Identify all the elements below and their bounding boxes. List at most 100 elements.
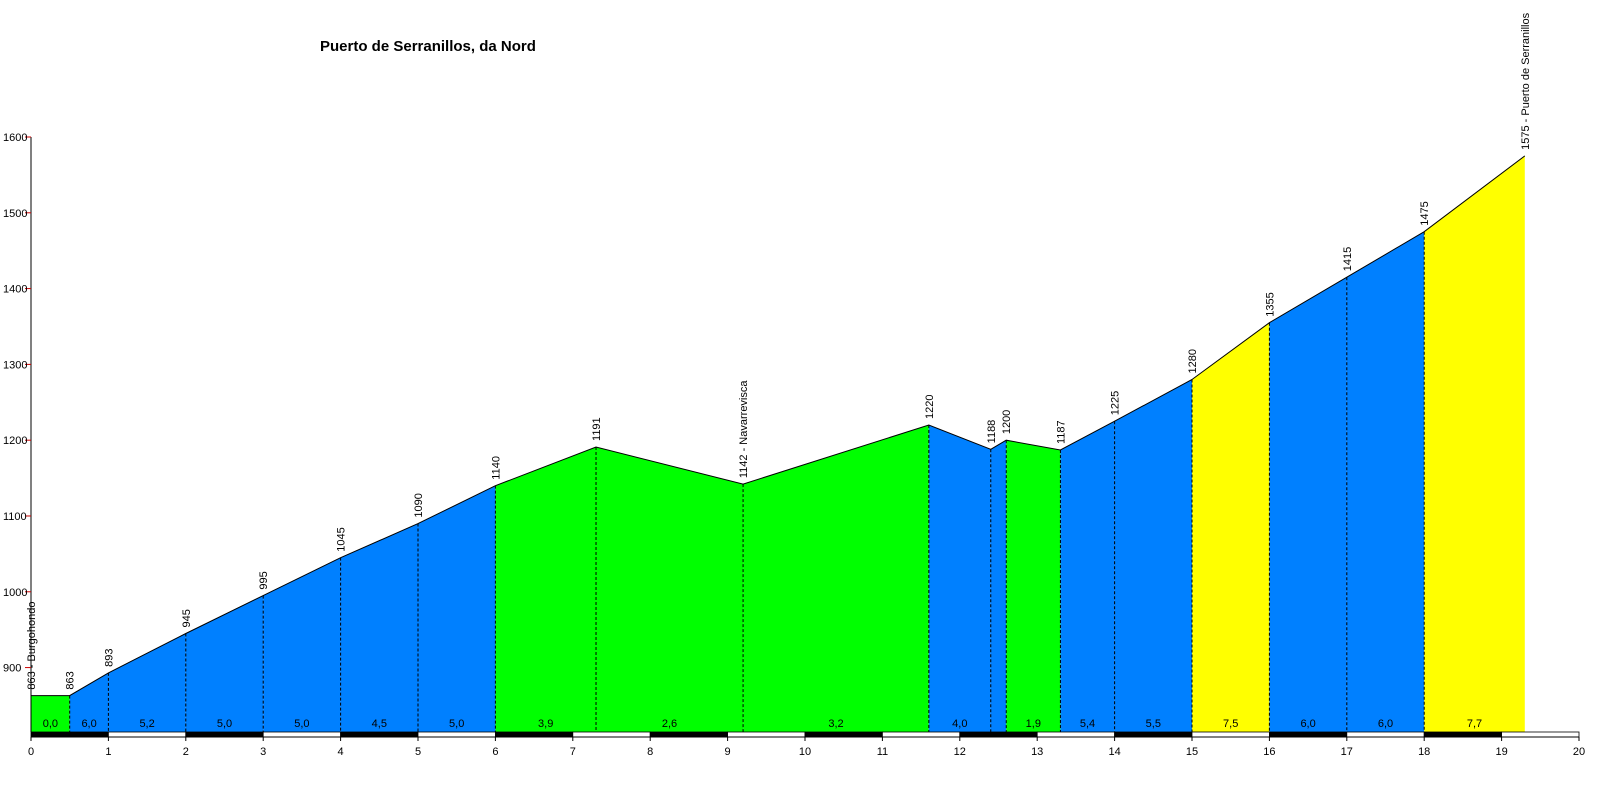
scale-bar-km-9	[727, 731, 806, 738]
scale-bar-km-12	[959, 731, 1038, 738]
y-tick-label: 1300	[3, 359, 27, 371]
segment-fill-5	[340, 523, 418, 732]
gradient-label: 7,5	[1223, 718, 1238, 730]
point-label: 1475	[1419, 201, 1431, 225]
segment-fill-14	[1114, 379, 1192, 732]
point-labels: 863 - Burgohondo 863 893 945 995 1045 1090 1140…	[26, 12, 1532, 689]
x-tick-label: 2	[183, 746, 189, 758]
y-tick-label: 1100	[3, 511, 27, 523]
segment-fill-0	[31, 695, 70, 732]
x-tick-label: 4	[338, 746, 344, 758]
scale-bar-km-7	[572, 731, 651, 738]
gradient-label: 6,0	[81, 718, 96, 730]
scale-bar-km-17	[1346, 731, 1425, 738]
segment-fill-4	[263, 557, 341, 732]
scale-bar-km-13	[1036, 731, 1115, 738]
profile-line	[31, 155, 1526, 697]
y-tick-labels: 900 1000 1100 1200 1300 1400 1500 1600	[3, 132, 31, 675]
x-tick-label: 12	[954, 746, 966, 758]
x-tick-label: 19	[1495, 746, 1507, 758]
x-tick-label: 11	[877, 746, 888, 758]
segment-fill-1	[69, 672, 109, 732]
point-label: 1187	[1055, 420, 1067, 444]
gradient-label: 5,5	[1146, 718, 1161, 730]
segment-fill-8	[596, 447, 744, 732]
x-tick-label: 7	[570, 746, 576, 758]
x-tick-label: 3	[260, 746, 266, 758]
segment-fill-12	[1006, 440, 1061, 732]
point-label: 1575 - Puerto de Serranillos	[1520, 12, 1532, 149]
point-label: 863	[65, 671, 77, 689]
point-label: 1090	[413, 493, 425, 517]
gradient-label: 2,6	[662, 718, 677, 730]
scale-bar-km-18	[1423, 731, 1502, 738]
x-tick-label: 0	[28, 746, 34, 758]
scale-bar-km-8	[649, 731, 729, 738]
point-label: 1140	[490, 456, 502, 480]
gradient-label: 4,5	[372, 718, 387, 730]
x-tick-label: 20	[1573, 746, 1585, 758]
point-label: 1225	[1110, 391, 1122, 415]
x-tick-label: 9	[725, 746, 731, 758]
x-tick-labels: 0 1 2 3 4 5 6 7 8 9 10 11 12 13 14 15 16 17 18 19 20	[28, 737, 1585, 758]
segment-fill-11	[990, 440, 1007, 732]
segment-fill-17	[1346, 231, 1425, 732]
point-label: 1142 - Navarrevisca	[738, 380, 750, 478]
x-tick-label: 1	[105, 746, 111, 758]
segment-fills	[31, 155, 1525, 732]
x-tick-label: 6	[492, 746, 498, 758]
y-tick-label: 900	[3, 663, 21, 675]
gradient-label: 1,9	[1026, 718, 1041, 730]
x-tick-label: 16	[1263, 746, 1275, 758]
segment-dividers	[69, 231, 1425, 732]
x-tick-label: 17	[1341, 746, 1353, 758]
gradient-label: 3,9	[538, 718, 553, 730]
segment-fill-9	[743, 425, 929, 732]
segment-fill-16	[1269, 277, 1347, 732]
gradient-label: 0,0	[43, 718, 58, 730]
gradient-label: 5,4	[1080, 718, 1095, 730]
x-tick-label: 10	[799, 746, 811, 758]
y-tick-label: 1600	[3, 132, 27, 144]
gradient-label: 3,2	[828, 718, 843, 730]
scale-bar-km-16	[1269, 731, 1348, 738]
gradient-label: 7,7	[1467, 718, 1482, 730]
point-label: 1045	[336, 527, 348, 551]
x-tick-label: 13	[1031, 746, 1043, 758]
scale-bar-km-5	[417, 731, 496, 738]
gradient-label: 4,0	[952, 718, 967, 730]
scale-bar-km-15	[1191, 731, 1270, 738]
y-tick-label: 1500	[3, 208, 27, 220]
point-label: 1355	[1264, 292, 1276, 316]
y-tick-label: 1000	[3, 587, 27, 599]
distance-scale-bar	[30, 731, 1580, 738]
x-tick-label: 5	[415, 746, 421, 758]
gradient-label: 6,0	[1378, 718, 1393, 730]
point-label: 995	[258, 571, 270, 589]
chart-title: Puerto de Serranillos, da Nord	[320, 38, 536, 55]
point-label: 1220	[924, 394, 936, 418]
point-label: 945	[181, 609, 193, 627]
profile-outline	[31, 155, 1526, 697]
segment-fill-10	[928, 425, 991, 732]
scale-bar-km-19	[1501, 731, 1580, 738]
gradient-label: 6,0	[1300, 718, 1315, 730]
point-label: 1415	[1342, 247, 1354, 271]
scale-bar-km-0	[30, 731, 109, 738]
x-tick-label: 8	[647, 746, 653, 758]
segment-fill-7	[495, 447, 596, 732]
segment-fill-6	[418, 485, 496, 732]
point-label: 1280	[1187, 349, 1199, 373]
y-tick-label: 1200	[3, 435, 27, 447]
point-label: 893	[103, 649, 115, 667]
scale-bar-km-1	[108, 731, 187, 738]
point-label: 863 - Burgohondo	[26, 602, 38, 690]
segment-fill-13	[1060, 421, 1115, 732]
segment-fill-18	[1424, 155, 1525, 732]
x-tick-label: 15	[1186, 746, 1198, 758]
point-label: 1200	[1001, 410, 1013, 434]
gradient-label: 5,2	[139, 718, 154, 730]
gradient-label: 5,0	[217, 718, 232, 730]
scale-bar-km-4	[340, 731, 419, 738]
